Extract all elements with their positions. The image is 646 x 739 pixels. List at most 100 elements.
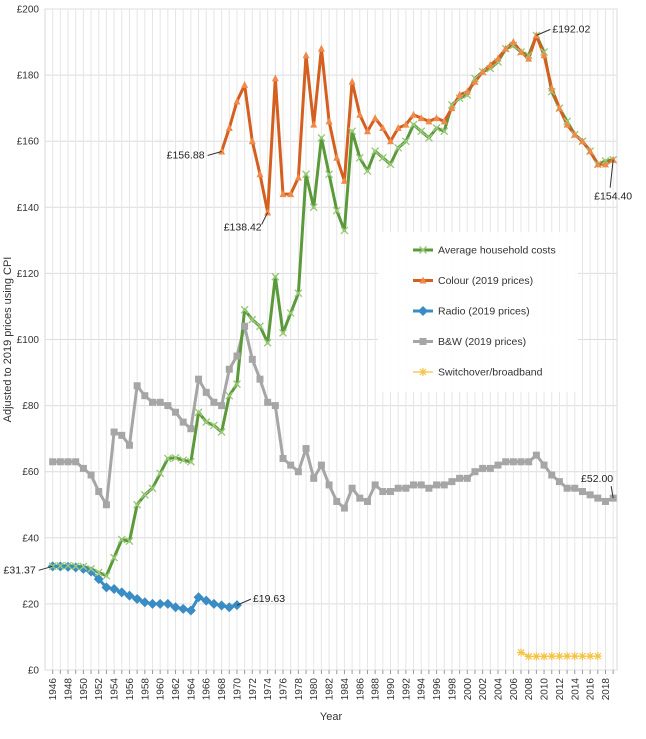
data-point-radio-2019-prices [216, 600, 227, 611]
data-point-switchover-broadband [570, 652, 579, 661]
data-point-average-household-costs [440, 127, 449, 136]
data-point-b-w-2019-prices [340, 504, 348, 512]
annotation-leader [536, 28, 551, 36]
data-point-b-w-2019-prices [256, 375, 264, 383]
data-point-colour-2019-prices [540, 51, 548, 59]
data-point-radio-2019-prices [201, 595, 212, 606]
data-point-b-w-2019-prices [555, 478, 563, 486]
data-point-b-w-2019-prices [248, 355, 256, 363]
data-point-b-w-2019-prices [333, 497, 341, 505]
marker-stroke [563, 652, 571, 660]
data-point-b-w-2019-prices [264, 398, 272, 406]
data-point-colour-2019-prices [241, 81, 249, 89]
annotation-leader [610, 486, 614, 499]
data-point-colour-2019-prices [440, 117, 448, 125]
x-tick-label: 1984 [340, 678, 351, 701]
data-point-b-w-2019-prices [371, 481, 379, 489]
data-point-b-w-2019-prices [102, 501, 110, 509]
data-point-b-w-2019-prices [348, 484, 356, 492]
data-point-switchover-broadband [540, 652, 549, 661]
legend-swatch-marker [419, 276, 427, 284]
x-tick-label: 1988 [371, 678, 382, 701]
data-point-switchover-broadband [524, 652, 533, 661]
y-tick-label: £160 [17, 137, 40, 148]
x-tick-label: 1970 [232, 678, 243, 701]
marker-stroke [64, 561, 73, 570]
data-point-average-household-costs [279, 328, 288, 337]
data-point-average-household-costs [71, 562, 80, 571]
marker-stroke [309, 203, 318, 212]
data-point-average-household-costs [409, 120, 418, 129]
data-point-b-w-2019-prices [310, 474, 318, 482]
data-point-average-household-costs [186, 457, 195, 466]
data-point-colour-2019-prices [248, 137, 256, 145]
x-tick-label: 1992 [401, 678, 412, 701]
data-point-b-w-2019-prices [433, 481, 441, 489]
marker-stroke [171, 453, 180, 462]
data-point-b-w-2019-prices [448, 478, 456, 486]
x-tick-label: 2006 [509, 678, 520, 701]
y-tick-label: £200 [17, 5, 40, 16]
data-point-radio-2019-prices [178, 603, 189, 614]
axes: £0 £20 £40 £60 £80 £100 £120 £140 £160 £180 £200 19… [17, 5, 614, 701]
marker-stroke [286, 309, 295, 318]
data-point-radio-2019-prices [78, 563, 89, 574]
data-point-average-household-costs [294, 289, 303, 298]
marker-stroke [87, 564, 96, 573]
x-tick-label: 1958 [140, 678, 151, 701]
legend-label: Radio (2019 prices) [438, 306, 530, 318]
data-point-colour-2019-prices [356, 110, 364, 118]
marker-stroke [340, 226, 349, 235]
annotation-label: £31.37 [4, 564, 36, 576]
data-point-colour-2019-prices [348, 77, 356, 85]
data-point-average-household-costs [348, 127, 357, 136]
marker-stroke [102, 571, 111, 580]
marker-stroke [417, 127, 426, 136]
data-point-average-household-costs [148, 484, 157, 493]
data-point-colour-2019-prices [379, 123, 387, 131]
x-tick-label: 2016 [586, 678, 597, 701]
data-point-b-w-2019-prices [486, 464, 494, 472]
y-tick-label: £0 [28, 666, 40, 677]
data-point-colour-2019-prices [555, 104, 563, 112]
data-point-b-w-2019-prices [440, 481, 448, 489]
marker-stroke [194, 408, 203, 417]
marker-stroke [371, 147, 380, 156]
data-point-colour-2019-prices [363, 127, 371, 135]
x-tick-label: 1978 [294, 678, 305, 701]
data-point-b-w-2019-prices [87, 471, 95, 479]
data-point-average-household-costs [417, 127, 426, 136]
data-point-b-w-2019-prices [525, 458, 533, 466]
data-point-colour-2019-prices [233, 97, 241, 105]
grid [44, 8, 618, 671]
data-point-radio-2019-prices [86, 566, 97, 577]
data-point-b-w-2019-prices [325, 481, 333, 489]
legend-label: Switchover/broadband [438, 367, 543, 379]
data-point-colour-2019-prices [471, 77, 479, 85]
data-point-b-w-2019-prices [271, 402, 279, 410]
y-tick-label: £20 [22, 599, 39, 610]
marker-stroke [209, 421, 218, 430]
marker-stroke [555, 652, 563, 660]
data-point-b-w-2019-prices [233, 352, 241, 360]
data-point-radio-2019-prices [155, 598, 166, 609]
marker-stroke [133, 500, 142, 509]
data-point-b-w-2019-prices [494, 461, 502, 469]
data-point-b-w-2019-prices [578, 488, 586, 496]
x-tick-label: 1966 [202, 678, 213, 701]
data-point-b-w-2019-prices [387, 488, 395, 496]
data-point-b-w-2019-prices [225, 365, 233, 373]
data-point-average-household-costs [248, 315, 257, 324]
data-point-colour-2019-prices [456, 90, 464, 98]
data-point-colour-2019-prices [225, 123, 233, 131]
data-point-average-household-costs [386, 160, 395, 169]
data-point-b-w-2019-prices [125, 441, 133, 449]
data-point-colour-2019-prices [594, 160, 602, 168]
data-point-average-household-costs [371, 147, 380, 156]
data-point-average-household-costs [56, 561, 65, 570]
data-point-colour-2019-prices [494, 54, 502, 62]
marker-stroke [232, 380, 241, 389]
data-point-average-household-costs [202, 418, 211, 427]
data-point-b-w-2019-prices [79, 464, 87, 472]
